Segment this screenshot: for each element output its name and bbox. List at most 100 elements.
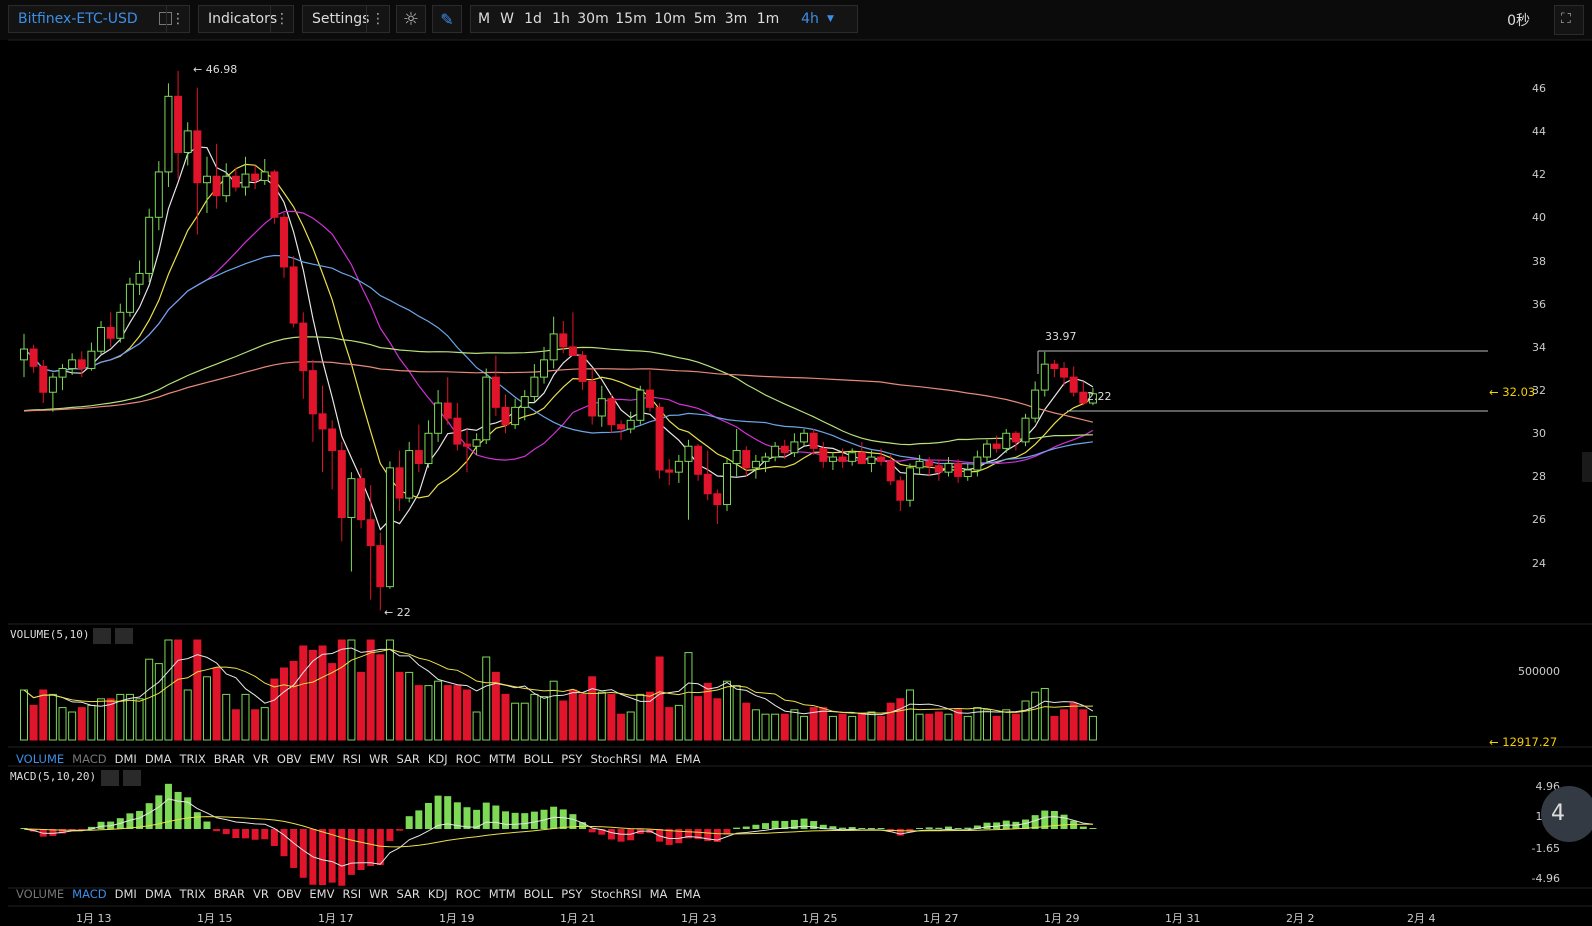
macd-bar <box>973 825 981 829</box>
indicator-tab-sar[interactable]: SAR <box>396 752 420 766</box>
indicator-tab-emv[interactable]: EMV <box>309 887 335 901</box>
macd-bar <box>829 826 837 829</box>
indicator-tab-dmi[interactable]: DMI <box>114 887 137 901</box>
volume-bar <box>780 713 789 741</box>
candle <box>145 208 154 283</box>
macd-bar <box>453 802 461 829</box>
indicator-tab-vr[interactable]: VR <box>253 887 269 901</box>
indicator-tab-boll[interactable]: BOLL <box>523 887 554 901</box>
volume-bar <box>607 693 616 741</box>
indicator-tab-kdj[interactable]: KDJ <box>427 887 448 901</box>
symbol-selector[interactable]: Bitfinex-ETC-USD ⋮ <box>8 5 190 33</box>
indicator-tab-ma[interactable]: MA <box>649 752 668 766</box>
timeframe-10m[interactable]: 10m <box>654 11 686 27</box>
chevron-down-icon[interactable]: ▼ <box>827 14 834 24</box>
indicator-tab-brar[interactable]: BRAR <box>213 887 246 901</box>
candle <box>665 459 674 486</box>
indicator-tab-ema[interactable]: EMA <box>675 887 701 901</box>
macd-bar <box>376 829 384 866</box>
indicator-tab-rsi[interactable]: RSI <box>342 752 362 766</box>
volume-bar <box>713 698 722 741</box>
indicator-tab-psy[interactable]: PSY <box>561 752 583 766</box>
indicator-tab-wr[interactable]: WR <box>369 752 389 766</box>
candle <box>511 398 520 429</box>
indicator-tab-dmi[interactable]: DMI <box>114 752 137 766</box>
side-expand-button[interactable] <box>1582 452 1592 482</box>
indicator-tab-obv[interactable]: OBV <box>276 752 302 766</box>
indicator-tab-trix[interactable]: TRIX <box>179 887 206 901</box>
macd-bar <box>771 820 779 829</box>
indicator-tab-mtm[interactable]: MTM <box>488 752 516 766</box>
volume-bar <box>520 702 529 741</box>
indicator-tab-mtm[interactable]: MTM <box>488 887 516 901</box>
timeframe-W[interactable]: W <box>500 11 514 27</box>
settings-menu-icon[interactable]: ⋮ <box>366 6 389 32</box>
volume-bar <box>983 709 991 741</box>
fullscreen-button[interactable]: ⛶ <box>1554 5 1584 35</box>
indicator-tab-trix[interactable]: TRIX <box>179 752 206 766</box>
timeframe-1d[interactable]: 1d <box>524 11 542 27</box>
macd-settings-gear-icon[interactable] <box>101 770 119 786</box>
indicator-tab-boll[interactable]: BOLL <box>523 752 554 766</box>
indicator-tab-ema[interactable]: EMA <box>675 752 701 766</box>
theme-toggle-button[interactable]: ☼ <box>396 5 426 33</box>
indicator-tab-ma[interactable]: MA <box>649 887 668 901</box>
time-axis-label: 1月 15 <box>197 912 233 925</box>
indicator-tab-stochrsi[interactable]: StochRSI <box>590 752 642 766</box>
macd-bar <box>502 811 509 829</box>
settings-button[interactable]: Settings ⋮ <box>302 5 390 33</box>
indicator-tab-psy[interactable]: PSY <box>561 887 583 901</box>
volume-bar <box>241 693 250 741</box>
indicator-tab-volume[interactable]: VOLUME <box>16 887 65 901</box>
timeframe-15m[interactable]: 15m <box>615 11 647 27</box>
candle <box>29 344 38 373</box>
timeframe-5m[interactable]: 5m <box>693 11 717 27</box>
indicator-tab-dma[interactable]: DMA <box>144 887 172 901</box>
indicator-tab-emv[interactable]: EMV <box>309 752 335 766</box>
candle <box>588 368 597 425</box>
timeframe-M[interactable]: M <box>477 11 491 27</box>
indicator-tab-macd[interactable]: MACD <box>72 887 107 901</box>
external-link-icon[interactable] <box>159 12 172 25</box>
indicator-tab-macd[interactable]: MACD <box>72 752 107 766</box>
draw-tool-button[interactable]: ✎ <box>432 5 462 33</box>
timeframe-1h[interactable]: 1h <box>552 11 570 27</box>
indicator-tab-roc[interactable]: ROC <box>455 887 481 901</box>
price-tick: 34 <box>1532 341 1546 354</box>
indicator-tab-rsi[interactable]: RSI <box>342 887 362 901</box>
indicator-tab-stochrsi[interactable]: StochRSI <box>590 887 642 901</box>
indicators-button[interactable]: Indicators ⋮ <box>198 5 294 33</box>
indicator-tab-obv[interactable]: OBV <box>276 887 302 901</box>
indicator-tab-vr[interactable]: VR <box>253 752 269 766</box>
timeframe-30m[interactable]: 30m <box>577 11 609 27</box>
candle <box>1031 381 1040 423</box>
indicator-tab-kdj[interactable]: KDJ <box>427 752 448 766</box>
candle <box>20 333 28 378</box>
indicator-tab-wr[interactable]: WR <box>369 887 389 901</box>
volume-bar <box>790 709 799 741</box>
candle <box>559 320 568 354</box>
symbol-menu-icon[interactable]: ⋮ <box>166 6 189 32</box>
timeframe-4h[interactable]: 4h <box>801 11 819 27</box>
chat-bubble-button[interactable]: 4 <box>1541 786 1592 842</box>
macd-bar <box>222 829 230 835</box>
volume-bar <box>674 704 683 741</box>
indicator-tab-roc[interactable]: ROC <box>455 752 481 766</box>
candle <box>1002 428 1011 453</box>
indicators-menu-icon[interactable]: ⋮ <box>270 6 293 32</box>
macd-close-icon[interactable] <box>123 770 141 786</box>
indicator-tab-sar[interactable]: SAR <box>396 887 420 901</box>
timeframe-1m[interactable]: 1m <box>756 11 780 27</box>
candle <box>597 385 606 427</box>
volume-settings-gear-icon[interactable] <box>93 628 111 644</box>
timeframe-3m[interactable]: 3m <box>724 11 748 27</box>
candle <box>106 312 115 347</box>
volume-bar <box>405 671 414 741</box>
indicator-tab-dma[interactable]: DMA <box>144 752 172 766</box>
indicator-tab-volume[interactable]: VOLUME <box>16 752 65 766</box>
volume-close-icon[interactable] <box>115 628 133 644</box>
indicator-tab-brar[interactable]: BRAR <box>213 752 246 766</box>
macd-bar <box>617 829 625 842</box>
price-tick: 26 <box>1532 513 1546 526</box>
